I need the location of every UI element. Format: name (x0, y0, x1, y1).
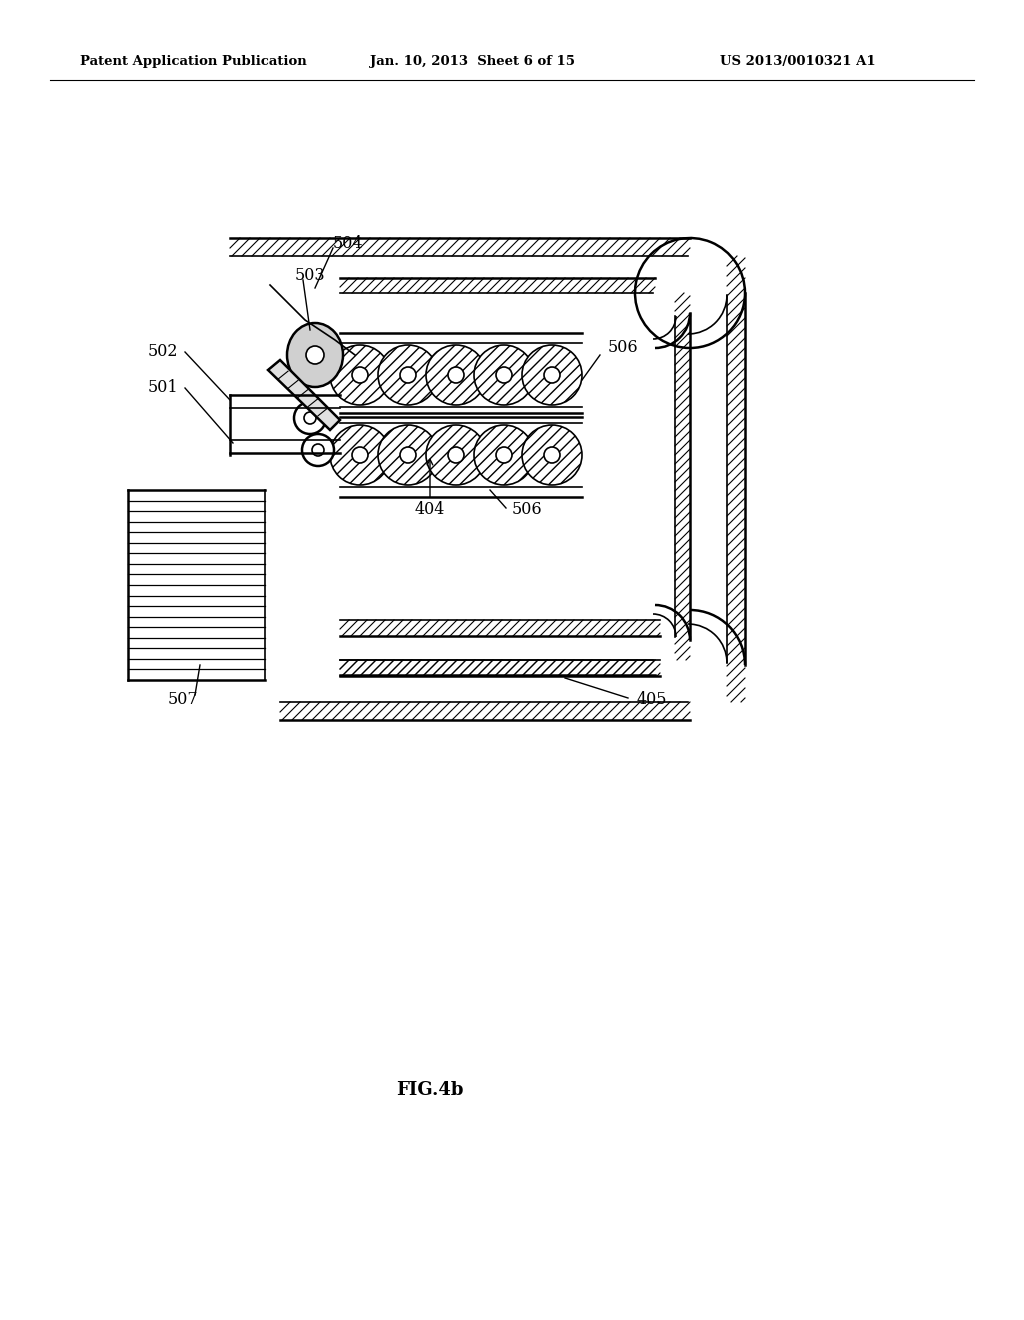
Circle shape (449, 367, 464, 383)
Ellipse shape (330, 345, 390, 405)
Polygon shape (268, 360, 340, 430)
Text: Jan. 10, 2013  Sheet 6 of 15: Jan. 10, 2013 Sheet 6 of 15 (370, 55, 575, 69)
Circle shape (400, 367, 416, 383)
Circle shape (496, 367, 512, 383)
Text: 507: 507 (168, 692, 199, 709)
Ellipse shape (378, 345, 438, 405)
Ellipse shape (474, 425, 534, 484)
Ellipse shape (522, 425, 582, 484)
Circle shape (352, 447, 368, 463)
Ellipse shape (426, 345, 486, 405)
Text: 506: 506 (512, 502, 543, 519)
Circle shape (449, 447, 464, 463)
Text: 405: 405 (637, 692, 668, 709)
Circle shape (496, 447, 512, 463)
Circle shape (400, 447, 416, 463)
Circle shape (544, 367, 560, 383)
Text: 404: 404 (415, 502, 445, 519)
Circle shape (294, 403, 326, 434)
Ellipse shape (378, 425, 438, 484)
Text: US 2013/0010321 A1: US 2013/0010321 A1 (720, 55, 876, 69)
Text: 501: 501 (148, 380, 178, 396)
Text: 502: 502 (148, 343, 178, 360)
Circle shape (312, 444, 324, 455)
Text: Patent Application Publication: Patent Application Publication (80, 55, 307, 69)
Circle shape (306, 346, 324, 364)
Circle shape (544, 447, 560, 463)
Circle shape (352, 367, 368, 383)
Text: 506: 506 (608, 339, 639, 356)
Text: FIG.4b: FIG.4b (396, 1081, 464, 1100)
Circle shape (304, 412, 316, 424)
Ellipse shape (287, 323, 343, 387)
Ellipse shape (474, 345, 534, 405)
Ellipse shape (426, 425, 486, 484)
Ellipse shape (522, 345, 582, 405)
Ellipse shape (330, 425, 390, 484)
Circle shape (302, 434, 334, 466)
Text: 503: 503 (295, 267, 326, 284)
Text: 504: 504 (333, 235, 364, 252)
